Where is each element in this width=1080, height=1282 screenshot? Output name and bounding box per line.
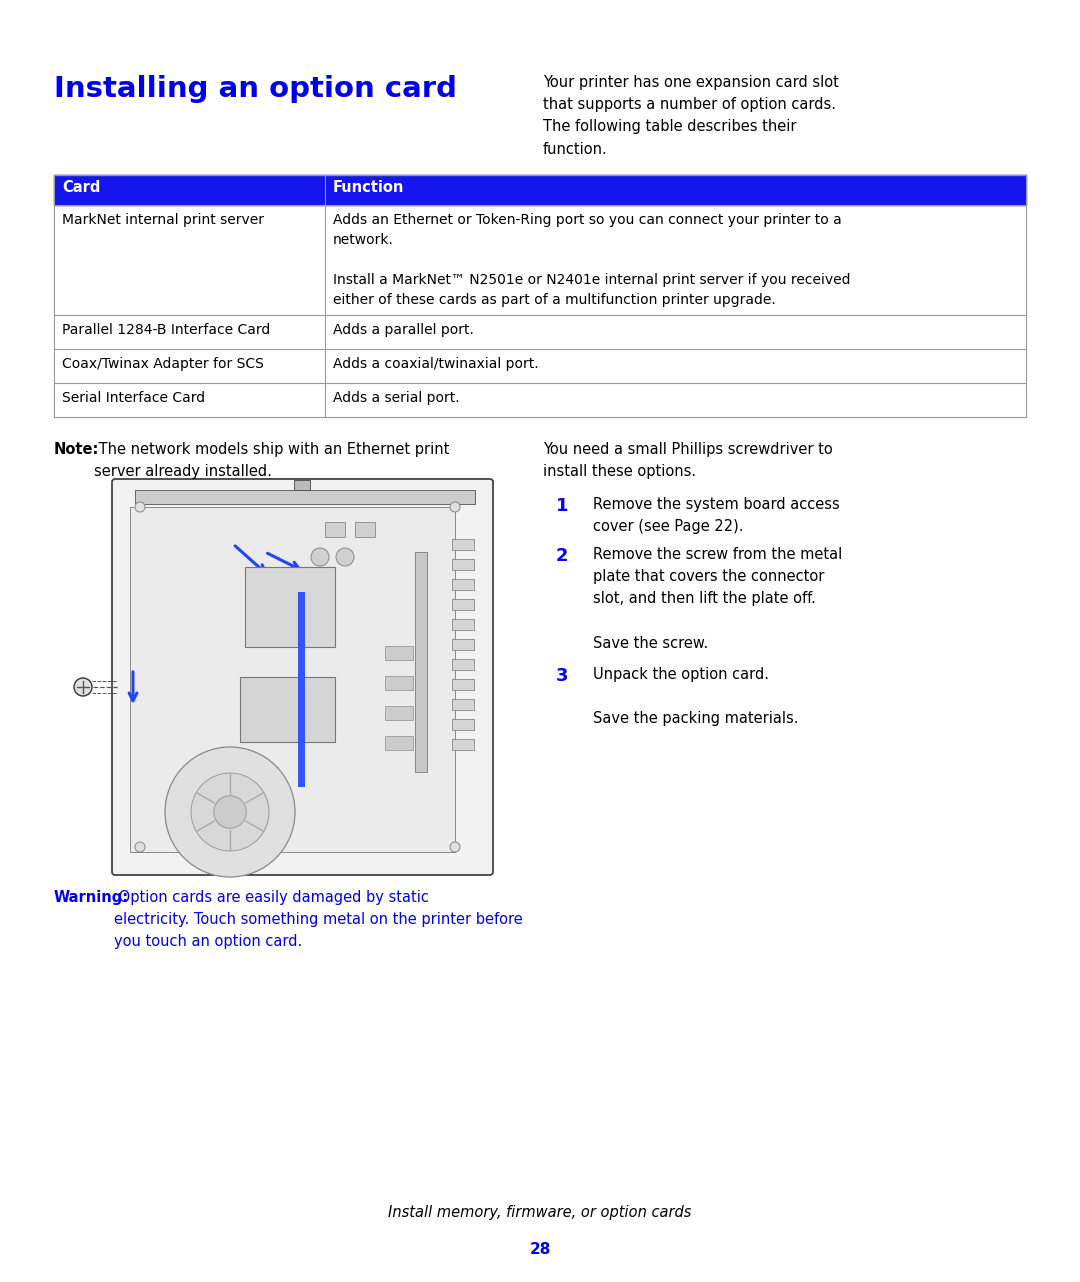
Bar — [54, 176, 1026, 205]
Circle shape — [450, 503, 460, 512]
Bar — [453, 538, 474, 550]
Bar — [355, 522, 375, 537]
Bar — [453, 559, 474, 570]
Bar — [453, 738, 474, 750]
Text: Warning:: Warning: — [54, 890, 130, 905]
Text: Adds an Ethernet or Token-Ring port so you can connect your printer to a
network: Adds an Ethernet or Token-Ring port so y… — [333, 213, 851, 308]
Text: Adds a serial port.: Adds a serial port. — [333, 391, 460, 405]
Bar — [294, 479, 310, 490]
FancyBboxPatch shape — [112, 479, 492, 876]
Bar — [384, 706, 413, 720]
Circle shape — [191, 773, 269, 851]
Bar — [453, 659, 474, 670]
Text: Your printer has one expansion card slot
that supports a number of option cards.: Your printer has one expansion card slot… — [543, 76, 839, 156]
Circle shape — [450, 842, 460, 853]
Text: Coax/Twinax Adapter for SCS: Coax/Twinax Adapter for SCS — [62, 356, 264, 370]
Bar — [298, 592, 305, 787]
Circle shape — [165, 747, 295, 877]
Bar — [453, 579, 474, 590]
Text: MarkNet internal print server: MarkNet internal print server — [62, 213, 264, 227]
Bar — [135, 490, 475, 504]
Bar — [245, 567, 335, 647]
Text: Note:: Note: — [54, 442, 99, 456]
Text: Option cards are easily damaged by static
electricity. Touch something metal on : Option cards are easily damaged by stati… — [114, 890, 523, 950]
Bar — [453, 599, 474, 610]
Circle shape — [135, 842, 145, 853]
Text: Remove the system board access
cover (see Page 22).: Remove the system board access cover (se… — [593, 497, 840, 535]
Text: 2: 2 — [556, 547, 568, 565]
Text: 1: 1 — [556, 497, 568, 515]
Bar — [384, 676, 413, 690]
Circle shape — [75, 678, 92, 696]
Text: Install memory, firmware, or option cards: Install memory, firmware, or option card… — [389, 1205, 691, 1220]
Bar — [453, 679, 474, 690]
Bar — [453, 638, 474, 650]
Bar — [130, 506, 455, 853]
Bar — [453, 719, 474, 729]
Bar — [325, 522, 345, 537]
Text: Adds a parallel port.: Adds a parallel port. — [333, 323, 474, 337]
Text: You need a small Phillips screwdriver to
install these options.: You need a small Phillips screwdriver to… — [543, 442, 833, 479]
Circle shape — [214, 796, 246, 828]
Text: 28: 28 — [529, 1242, 551, 1256]
Text: Function: Function — [333, 179, 404, 195]
Text: Installing an option card: Installing an option card — [54, 76, 457, 103]
Text: The network models ship with an Ethernet print
server already installed.: The network models ship with an Ethernet… — [94, 442, 449, 479]
Bar — [240, 677, 335, 742]
Circle shape — [336, 547, 354, 565]
Text: Card: Card — [62, 179, 100, 195]
Text: 3: 3 — [556, 667, 568, 685]
Text: Parallel 1284-B Interface Card: Parallel 1284-B Interface Card — [62, 323, 270, 337]
Text: Unpack the option card.

Save the packing materials.: Unpack the option card. Save the packing… — [593, 667, 798, 727]
Bar — [384, 736, 413, 750]
Text: Serial Interface Card: Serial Interface Card — [62, 391, 205, 405]
Bar — [453, 619, 474, 629]
Circle shape — [135, 503, 145, 512]
Bar — [415, 553, 427, 772]
Bar — [384, 646, 413, 660]
Text: Adds a coaxial/twinaxial port.: Adds a coaxial/twinaxial port. — [333, 356, 539, 370]
Circle shape — [311, 547, 329, 565]
Text: Remove the screw from the metal
plate that covers the connector
slot, and then l: Remove the screw from the metal plate th… — [593, 547, 842, 651]
Bar — [453, 699, 474, 710]
